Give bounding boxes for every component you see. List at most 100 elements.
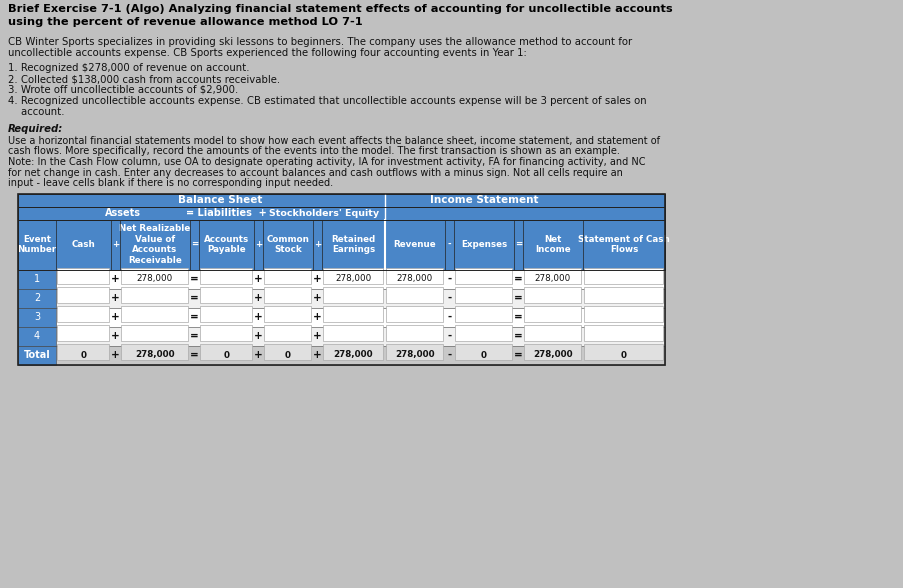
- Text: +: +: [254, 274, 263, 284]
- Bar: [386, 287, 443, 303]
- Text: 0: 0: [223, 350, 229, 359]
- Text: 2. Collected $138,000 cash from accounts receivable.: 2. Collected $138,000 cash from accounts…: [8, 74, 280, 84]
- Text: +: +: [254, 331, 263, 341]
- Bar: [121, 287, 189, 303]
- Text: account.: account.: [8, 107, 64, 117]
- Bar: [265, 268, 312, 284]
- Text: 0: 0: [284, 350, 291, 359]
- Bar: [323, 325, 383, 341]
- Text: +: +: [312, 274, 321, 284]
- Text: 0: 0: [80, 350, 87, 359]
- Text: =: =: [190, 331, 199, 341]
- Text: =: =: [190, 293, 199, 303]
- Bar: [18, 219, 665, 269]
- Bar: [455, 306, 512, 322]
- Bar: [323, 268, 383, 284]
- Text: -: -: [447, 350, 452, 360]
- Text: 4. Recognized uncollectible accounts expense. CB estimated that uncollectible ac: 4. Recognized uncollectible accounts exp…: [8, 96, 646, 106]
- Text: +: +: [255, 240, 262, 249]
- Text: +: +: [111, 350, 120, 360]
- Bar: [455, 287, 512, 303]
- Text: 278,000: 278,000: [535, 275, 571, 283]
- Text: =: =: [190, 274, 199, 284]
- Text: -: -: [447, 312, 452, 322]
- Text: +: +: [254, 312, 263, 322]
- Text: 278,000: 278,000: [136, 275, 173, 283]
- Text: =: =: [190, 312, 199, 322]
- Text: 278,000: 278,000: [396, 275, 433, 283]
- Text: +: +: [313, 240, 321, 249]
- Text: = Liabilities  +: = Liabilities +: [186, 208, 266, 218]
- Bar: [200, 325, 252, 341]
- Bar: [323, 306, 383, 322]
- Text: 3: 3: [34, 312, 40, 322]
- Text: -: -: [447, 274, 452, 284]
- Bar: [121, 306, 189, 322]
- Text: 1: 1: [34, 274, 40, 284]
- Bar: [265, 325, 312, 341]
- Text: +: +: [254, 350, 263, 360]
- Bar: [121, 344, 189, 360]
- Text: CB Winter Sports specializes in providing ski lessons to beginners. The company : CB Winter Sports specializes in providin…: [8, 37, 631, 47]
- Bar: [386, 325, 443, 341]
- Text: uncollectible accounts expense. CB Sports experienced the following four account: uncollectible accounts expense. CB Sport…: [8, 48, 526, 58]
- Text: 278,000: 278,000: [335, 275, 371, 283]
- Bar: [524, 325, 581, 341]
- Text: Event
Number: Event Number: [17, 235, 57, 254]
- Text: 278,000: 278,000: [395, 350, 434, 359]
- Text: 4: 4: [34, 331, 40, 341]
- Text: Net Realizable
Value of
Accounts
Receivable: Net Realizable Value of Accounts Receiva…: [119, 225, 191, 265]
- Text: Assets: Assets: [105, 208, 141, 218]
- Text: Accounts
Payable: Accounts Payable: [204, 235, 249, 254]
- Bar: [200, 344, 252, 360]
- Text: 2: 2: [33, 293, 40, 303]
- Bar: [18, 308, 665, 326]
- Text: 278,000: 278,000: [135, 350, 174, 359]
- Text: =: =: [190, 350, 199, 360]
- Bar: [524, 287, 581, 303]
- Text: -: -: [447, 240, 451, 249]
- Bar: [524, 268, 581, 284]
- Text: Expenses: Expenses: [461, 240, 507, 249]
- Text: for net change in cash. Enter any decreases to account balances and cash outflow: for net change in cash. Enter any decrea…: [8, 168, 622, 178]
- Text: 0: 0: [480, 350, 487, 359]
- Bar: [584, 325, 663, 341]
- Bar: [18, 193, 665, 206]
- Text: Brief Exercise 7-1 (Algo) Analyzing financial statement effects of accounting fo: Brief Exercise 7-1 (Algo) Analyzing fina…: [8, 4, 672, 14]
- Text: -: -: [447, 293, 452, 303]
- Bar: [200, 306, 252, 322]
- Bar: [455, 344, 512, 360]
- Bar: [265, 287, 312, 303]
- Bar: [200, 268, 252, 284]
- Text: Required:: Required:: [8, 124, 63, 134]
- Text: Total: Total: [23, 350, 51, 360]
- Bar: [323, 287, 383, 303]
- Text: 278,000: 278,000: [333, 350, 373, 359]
- Text: Balance Sheet: Balance Sheet: [178, 195, 263, 205]
- Bar: [18, 289, 665, 308]
- Bar: [18, 326, 665, 346]
- Text: Stockholders' Equity: Stockholders' Equity: [268, 209, 378, 218]
- Text: Net
Income: Net Income: [535, 235, 570, 254]
- Bar: [58, 287, 109, 303]
- Text: input - leave cells blank if there is no corresponding input needed.: input - leave cells blank if there is no…: [8, 178, 333, 188]
- Text: 0: 0: [620, 350, 627, 359]
- Bar: [200, 287, 252, 303]
- Text: -: -: [447, 331, 452, 341]
- Text: =: =: [514, 350, 522, 360]
- Text: Use a horizontal financial statements model to show how each event affects the b: Use a horizontal financial statements mo…: [8, 136, 659, 146]
- Text: +: +: [312, 331, 321, 341]
- Text: +: +: [312, 293, 321, 303]
- Bar: [18, 346, 56, 365]
- Text: +: +: [312, 312, 321, 322]
- Bar: [265, 344, 312, 360]
- Text: Note: In the Cash Flow column, use OA to designate operating activity, IA for in: Note: In the Cash Flow column, use OA to…: [8, 157, 645, 167]
- Bar: [121, 268, 189, 284]
- Bar: [18, 326, 56, 346]
- Bar: [524, 306, 581, 322]
- Text: 3. Wrote off uncollectible accounts of $2,900.: 3. Wrote off uncollectible accounts of $…: [8, 85, 238, 95]
- Bar: [58, 268, 109, 284]
- Text: +: +: [111, 274, 120, 284]
- Text: 278,000: 278,000: [533, 350, 573, 359]
- Bar: [18, 346, 665, 365]
